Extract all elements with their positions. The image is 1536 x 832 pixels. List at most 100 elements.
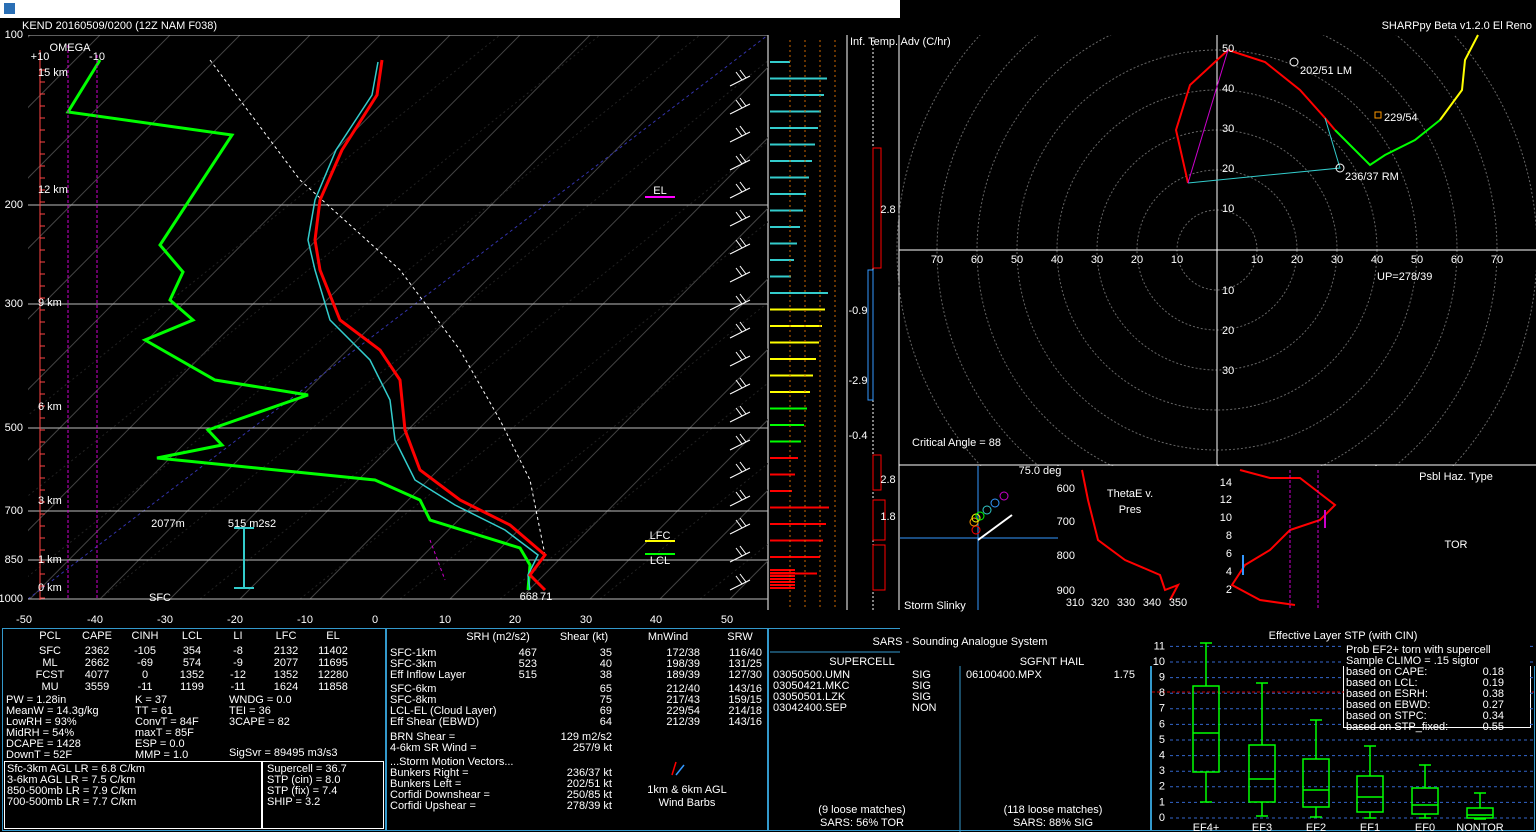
thermo-index: DCAPE = 1428: [6, 738, 81, 750]
kin-misc-value: 257/9 kt: [573, 742, 612, 754]
line: [739, 237, 747, 247]
line: [28, 35, 311, 320]
hodo-ring-label: 20: [1291, 254, 1303, 266]
stp-condition: based on ESRH:: [1346, 688, 1428, 700]
stp-ytick: 8: [1159, 687, 1165, 699]
line: [739, 209, 747, 219]
pressure-tick: 1000: [0, 593, 23, 605]
adv-value: -0.4: [849, 430, 868, 442]
thetae-title: Pres: [1119, 504, 1142, 516]
height-label: 9 km: [38, 297, 62, 309]
thermo-cell: 574: [183, 657, 201, 669]
line: [739, 461, 747, 471]
kin-header: SRH (m2/s2): [466, 631, 530, 643]
stp-box: [1248, 744, 1276, 803]
hodo-ring-label: 50: [1011, 254, 1023, 266]
kin-cell: 523: [519, 658, 537, 670]
pressure-tick: 500: [5, 422, 23, 434]
line: [28, 35, 171, 179]
line: [729, 579, 751, 591]
trace: [209, 59, 546, 556]
kin-cell: 212/39: [666, 716, 700, 728]
thermo-index: LowRH = 93%: [6, 716, 77, 728]
motion-value: 202/51 kt: [567, 778, 612, 790]
sars-match: 03042400.SEP: [773, 702, 847, 714]
line: [735, 547, 743, 557]
storm-motion-title: ...Storm Motion Vectors...: [390, 756, 514, 768]
decorations: [39, 0, 1536, 820]
trace: [429, 539, 446, 581]
kin-cell: 189/39: [666, 669, 700, 681]
stp-ytick: 1: [1159, 796, 1165, 808]
srwind-ytick: 10: [1220, 512, 1232, 524]
stp-probability: 0.34: [1483, 710, 1504, 722]
line: [28, 35, 381, 391]
line: [729, 551, 751, 563]
stp-ytick: 10: [1153, 656, 1165, 668]
kin-cell: 116/40: [729, 647, 762, 659]
line: [739, 293, 747, 303]
hodo-ring-label: 60: [1451, 254, 1463, 266]
line: [735, 183, 743, 193]
thermo-index: MeanW = 14.3g/kg: [6, 705, 99, 717]
thermo-index: 3CAPE = 82: [229, 716, 290, 728]
line: [735, 99, 743, 109]
hazard-type: TOR: [1444, 539, 1467, 551]
slinky-ring: [975, 511, 985, 521]
version: SHARPpy Beta v1.2.0 El Reno: [1382, 20, 1532, 32]
line: [729, 355, 751, 367]
stp-probability: 0.27: [1483, 699, 1504, 711]
hodo-ring-label: 70: [931, 254, 943, 266]
composite-index: Supercell = 36.7: [267, 763, 347, 775]
line: [729, 131, 751, 143]
stp-box: [1192, 685, 1220, 773]
line: [735, 71, 743, 81]
lapse-rate: Sfc-3km AGL LR = 6.8 C/km: [7, 763, 145, 775]
adv-value: 2.8: [880, 474, 895, 486]
line: [28, 35, 241, 250]
thermo-index: maxT = 85F: [135, 727, 194, 739]
sars-summary: SARS: 56% TOR: [820, 817, 904, 829]
thermo-index: DownT = 52F: [6, 749, 72, 761]
skewt-plot: [28, 35, 768, 600]
thermo-index: ESP = 0.0: [135, 738, 185, 750]
thermo-cell: ML: [42, 657, 57, 669]
stp-ytick: 2: [1159, 781, 1165, 793]
adv-value: -2.9: [849, 375, 868, 387]
line: [739, 545, 747, 555]
thermo-cell: 1624: [274, 681, 298, 693]
thermo-cell: 4077: [85, 669, 109, 681]
lm-label: 202/51 LM: [1300, 65, 1352, 77]
line: [379, 207, 768, 600]
kin-cell: 515: [519, 669, 537, 681]
line: [729, 187, 751, 199]
lapse-rate: 3-6km AGL LR = 7.5 C/km: [7, 774, 135, 786]
line: [735, 519, 743, 529]
line: [28, 35, 501, 416]
thermo-cell: -9: [233, 657, 243, 669]
hodo-ring-label: 30: [1091, 254, 1103, 266]
kin-cell: 172/38: [666, 647, 700, 659]
srwind-ytick: 12: [1220, 494, 1232, 506]
line: [729, 75, 751, 87]
kin-header: Shear (kt): [560, 631, 608, 643]
thermo-cell: MU: [41, 681, 58, 693]
stp-legend: Prob EF2+ torn with supercell: [1346, 644, 1491, 656]
thermo-cell: -105: [134, 645, 156, 657]
kin-cell: SFC-3km: [390, 658, 436, 670]
line: [99, 35, 661, 600]
lapse-rate: 850-500mb LR = 7.9 C/km: [7, 785, 136, 797]
line: [729, 495, 751, 507]
thetae-ytick: 800: [1057, 550, 1075, 562]
kin-cell: 214/18: [728, 705, 762, 717]
adv-value: 1.8: [880, 511, 895, 523]
kin-misc: 4-6km SR Wind =: [390, 742, 477, 754]
thermo-cell: 11695: [318, 657, 348, 669]
sars-match: 06100400.MPX: [966, 669, 1042, 681]
slinky-ring: [999, 491, 1009, 501]
line: [729, 467, 751, 479]
composite-index: SHIP = 3.2: [267, 796, 320, 808]
kin-cell: 212/40: [666, 683, 700, 695]
kin-cell: 159/15: [728, 694, 762, 706]
window-title: SHARPpy: Sounding and Hodograph Analysis…: [20, 3, 410, 15]
